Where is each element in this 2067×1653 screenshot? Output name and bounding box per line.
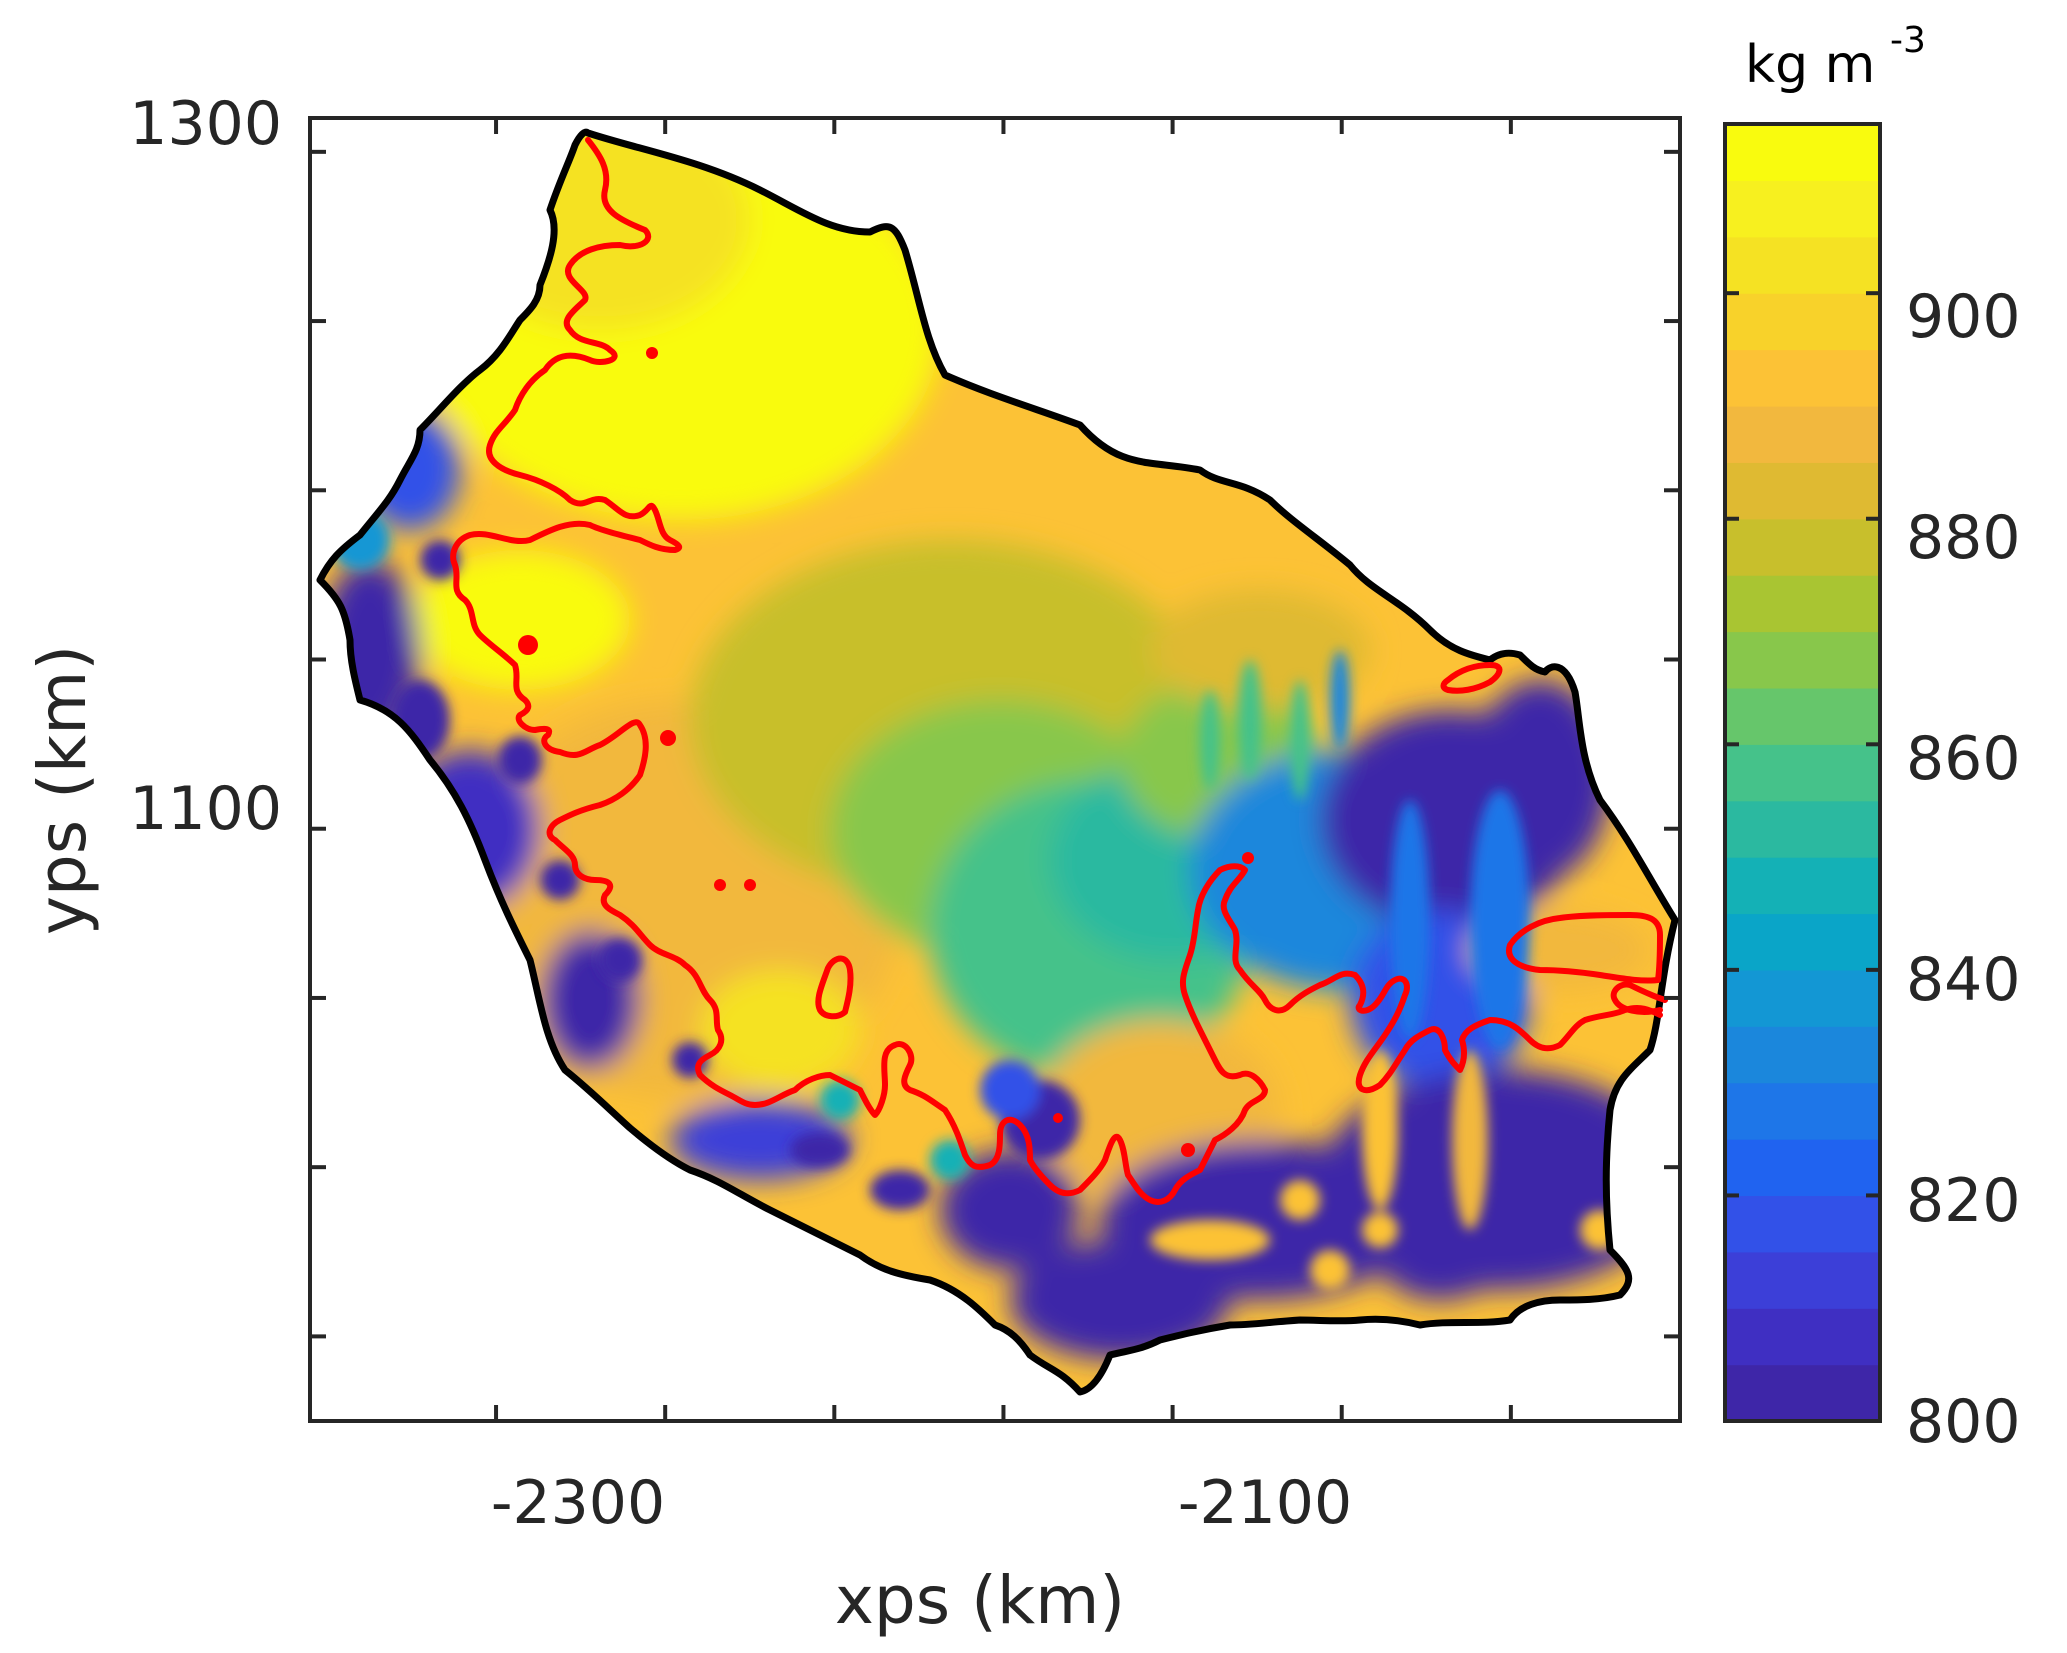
colorbar-level: [1725, 800, 1880, 858]
grounding-line-spots: [518, 347, 1254, 1157]
colorbar-level: [1725, 293, 1880, 351]
colorbar-ticks: [1725, 291, 1880, 1423]
colorbar-level: [1725, 180, 1880, 238]
colorbar: [1725, 124, 1880, 1422]
colorbar-level: [1725, 462, 1880, 520]
colorbar-level: [1725, 687, 1880, 745]
axis-ticks: [310, 118, 1682, 1421]
grounding-line: [450, 137, 1668, 1205]
colorbar-tick-label: 820: [1906, 1166, 2021, 1236]
x-tick-label: -2300: [491, 1468, 665, 1538]
colorbar-level: [1725, 857, 1880, 915]
colorbar-level: [1725, 1139, 1880, 1197]
colorbar-level: [1725, 1195, 1880, 1253]
colorbar-level: [1725, 1364, 1880, 1422]
grounding-line-northeast-island: [1440, 662, 1503, 694]
y-tick-label: 1300: [129, 89, 282, 159]
svg-text:-3: -3: [1890, 20, 1926, 61]
svg-text:kg m: kg m: [1745, 35, 1875, 95]
colorbar-level: [1725, 631, 1880, 689]
colorbar-level: [1725, 1082, 1880, 1140]
grounding-line-east-island: [1506, 912, 1663, 984]
grounding-line-west: [450, 137, 1663, 1205]
colorbar-level: [1725, 518, 1880, 576]
colorbar-level: [1725, 1308, 1880, 1366]
x-axis-label: xps (km): [835, 1562, 1125, 1639]
y-tick-label: 1100: [129, 774, 282, 844]
y-axis-label: yps (km): [24, 645, 101, 935]
colorbar-frame: [1723, 122, 1882, 1423]
colorbar-level: [1725, 969, 1880, 1027]
colorbar-tick-label: 800: [1906, 1387, 2021, 1457]
grounding-line-inner-loop: [1610, 981, 1668, 1015]
colorbar-level: [1725, 744, 1880, 802]
x-tick-label: -2100: [1178, 1468, 1352, 1538]
colorbar-tick-label: 900: [1906, 282, 2021, 352]
colorbar-level: [1725, 1251, 1880, 1309]
colorbar-level: [1725, 236, 1880, 294]
colorbar-level: [1725, 575, 1880, 633]
colorbar-level: [1725, 405, 1880, 463]
colorbar-units: kg m -3: [1745, 20, 1926, 95]
colorbar-level: [1725, 913, 1880, 971]
colorbar-level: [1725, 124, 1880, 181]
grounding-line-inner-island: [815, 955, 854, 1020]
colorbar-level: [1725, 1026, 1880, 1084]
colorbar-tick-label: 860: [1906, 724, 2021, 794]
colorbar-level: [1725, 349, 1880, 407]
ice-sheet-outline: [316, 128, 1679, 1396]
colorbar-tick-label: 880: [1906, 503, 2021, 573]
colorbar-tick-label: 840: [1906, 945, 2021, 1015]
